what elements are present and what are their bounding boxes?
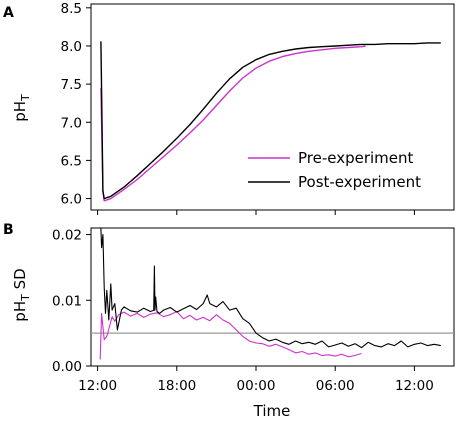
panel-a: A 6.06.57.07.58.08.5 pHT Pre-experimentP…: [3, 1, 455, 211]
panel-a-label: A: [3, 5, 14, 21]
series-line-post-experiment: [100, 41, 441, 200]
panel-b-y-tick-label: 0.01: [52, 293, 82, 309]
panel-a-y-tick-label: 7.5: [61, 77, 82, 93]
panel-b-y-tick-label: 0.00: [52, 359, 82, 375]
panel-a-y-tick-label: 7.0: [61, 115, 82, 131]
panel-b-x-title: Time: [253, 402, 291, 420]
panel-b-x-tick-label: 00:00: [237, 378, 276, 394]
panel-b-series-clip: [99, 228, 441, 360]
panel-b-y-tick-label: 0.02: [52, 228, 82, 244]
panel-a-y-tick-label: 8.0: [61, 39, 82, 55]
panel-b-x-tick-label: 06:00: [316, 378, 355, 394]
panel-b-label: B: [3, 222, 14, 238]
panel-b-x-axis: 12:00 18:00 00:00 06:00 12:00: [78, 210, 434, 394]
panel-b-frame: [90, 227, 455, 367]
panel-a-legend: Pre-experiment Post-experiment: [248, 149, 421, 191]
panel-b-x-tick-label: 12:00: [395, 378, 434, 394]
panel-a-y-title: pHT: [11, 94, 32, 122]
panel-b-x-tick-label: 18:00: [157, 378, 196, 394]
legend-label: Pre-experiment: [298, 149, 414, 167]
series-line-pre-experiment: [100, 45, 366, 202]
panel-a-y-tick-label: 6.5: [61, 153, 82, 169]
panel-b: B 0.000.010.02 12:00 18:00 00:00 06:00 12:00…: [3, 210, 455, 420]
panel-b-series: [91, 228, 454, 360]
panel-a-y-axis: 6.0 6.5 7.0 7.5 8.0 8.5: [61, 1, 91, 208]
panel-b-y-axis: 0.00 0.01 0.02: [52, 228, 91, 375]
panel-a-y-tick-label: 8.5: [61, 1, 82, 17]
panel-a-y-tick-label: 6.0: [61, 192, 82, 208]
panel-b-y-title: pHT SD: [11, 268, 32, 321]
panel-b-x-tick-label: 12:00: [78, 378, 117, 394]
panel-a-frame: [90, 3, 455, 211]
legend-label: Post-experiment: [298, 173, 421, 191]
panel-a-series: [100, 41, 441, 202]
sd-line-pre-experiment: [99, 310, 362, 360]
sd-line-post-experiment: [100, 228, 441, 349]
